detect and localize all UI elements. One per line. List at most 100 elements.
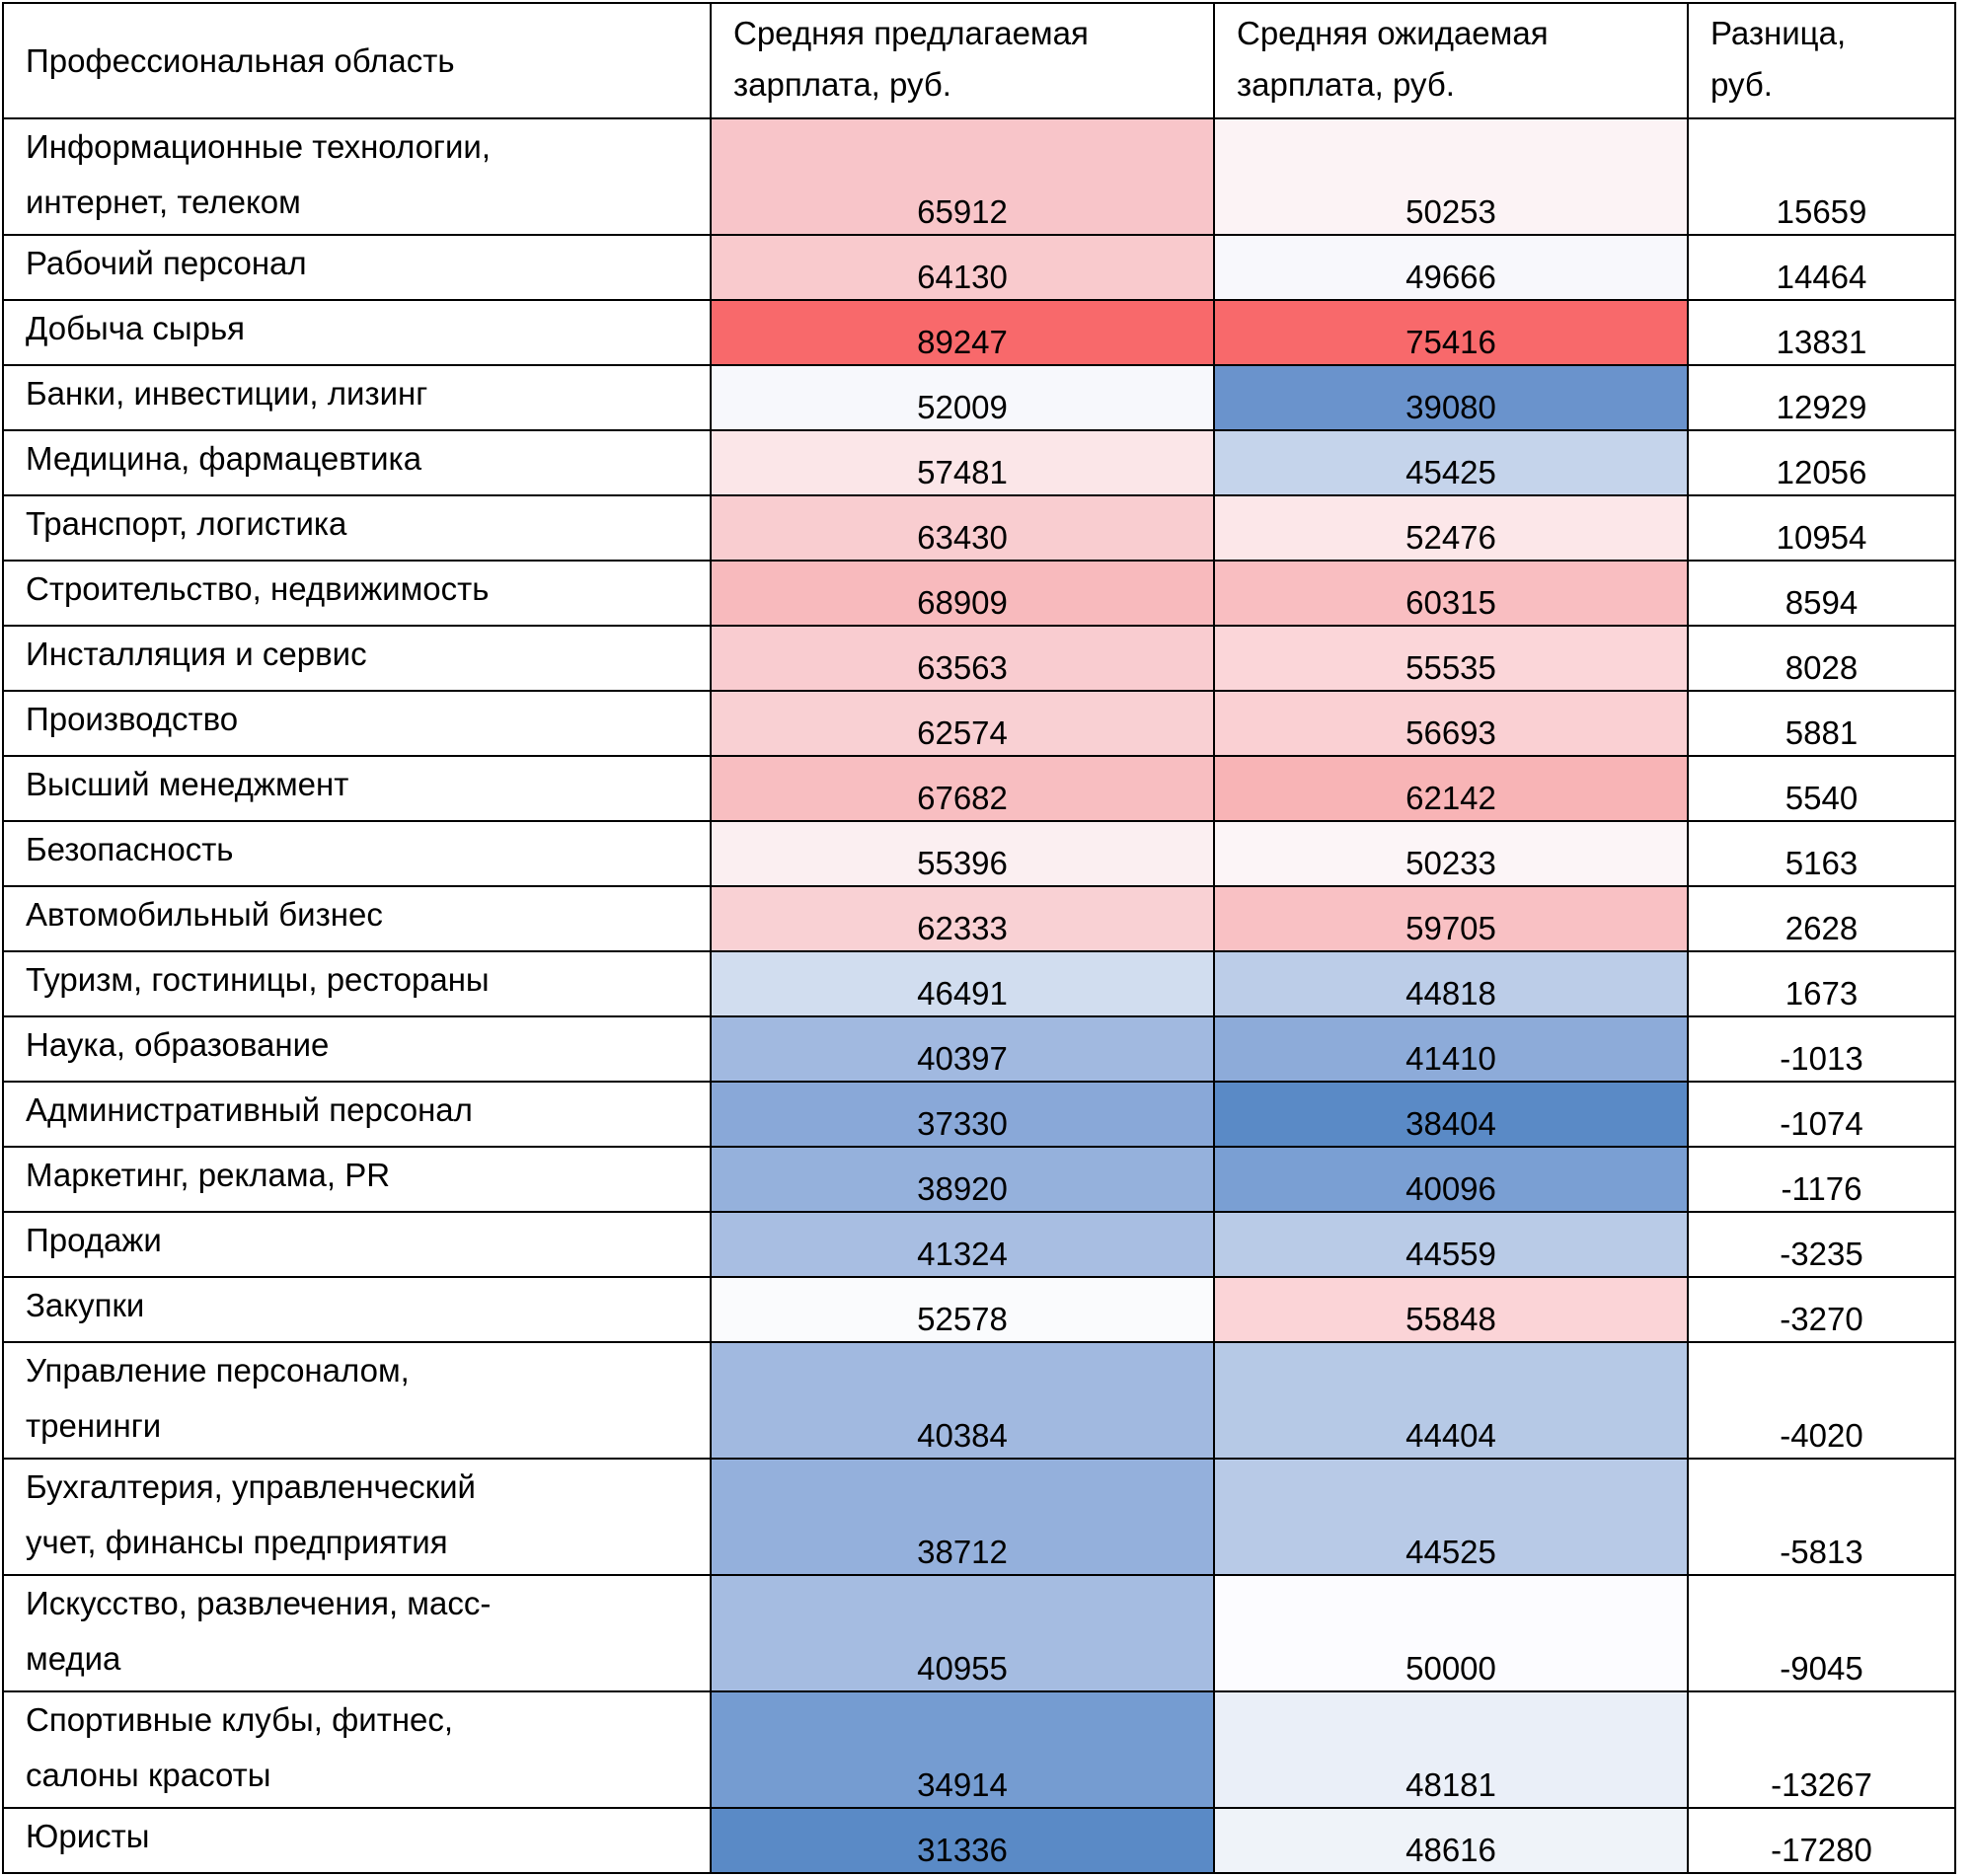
value-cell: -1074 xyxy=(1687,1081,1956,1148)
value-text: 52578 xyxy=(917,1301,1008,1337)
value-cell: 5540 xyxy=(1687,755,1956,822)
value-cell: 52578 xyxy=(710,1276,1215,1343)
table-row: Добыча сырья 89247 75416 13831 xyxy=(2,299,1956,366)
area-cell: Инсталляция и сервис xyxy=(2,625,712,692)
value-cell: 55396 xyxy=(710,820,1215,887)
value-text: 50233 xyxy=(1405,845,1496,881)
area-cell: Рабочий персонал xyxy=(2,234,712,301)
value-cell: 62142 xyxy=(1213,755,1689,822)
value-cell: 63563 xyxy=(710,625,1215,692)
table-row: Административный персонал 37330 38404 -1074 xyxy=(2,1081,1956,1148)
area-name: Маркетинг, реклама, PR xyxy=(26,1157,391,1193)
value-cell: 45425 xyxy=(1213,429,1689,496)
value-cell: 68909 xyxy=(710,560,1215,627)
value-text: 5540 xyxy=(1784,780,1859,816)
value-text: 75416 xyxy=(1405,324,1496,360)
table-row: Искусство, развлечения, масс-медиа 40955 5… xyxy=(2,1574,1956,1692)
area-name: интернет, телеком xyxy=(26,184,301,220)
value-text: 48616 xyxy=(1405,1832,1496,1868)
table-row: Туризм, гостиницы, рестораны 46491 44818 16… xyxy=(2,950,1956,1017)
value-text: 15659 xyxy=(1776,193,1867,230)
value-text: 10954 xyxy=(1776,519,1867,556)
value-text: 52009 xyxy=(917,389,1008,425)
area-name: Автомобильный бизнес xyxy=(26,896,383,933)
header-text: Разница, xyxy=(1710,15,1847,51)
value-text: 31336 xyxy=(917,1832,1008,1868)
value-cell: 89247 xyxy=(710,299,1215,366)
area-cell: Искусство, развлечения, масс-медиа xyxy=(2,1574,712,1692)
value-text: 55535 xyxy=(1405,649,1496,686)
area-cell: Туризм, гостиницы, рестораны xyxy=(2,950,712,1017)
value-cell: 40397 xyxy=(710,1015,1215,1083)
value-cell: 49666 xyxy=(1213,234,1689,301)
value-cell: 44818 xyxy=(1213,950,1689,1017)
area-name: Безопасность xyxy=(26,831,234,867)
value-text: 5163 xyxy=(1784,845,1859,881)
value-text: 57481 xyxy=(917,454,1008,490)
value-cell: 65912 xyxy=(710,117,1215,236)
area-cell: Добыча сырья xyxy=(2,299,712,366)
table-row: Наука, образование 40397 41410 -1013 xyxy=(2,1015,1956,1083)
value-text: 89247 xyxy=(917,324,1008,360)
table-row: Управление персоналом, тренинги 40384 44404… xyxy=(2,1341,1956,1460)
value-cell: 39080 xyxy=(1213,364,1689,431)
value-cell: 31336 xyxy=(710,1807,1215,1874)
header-text: Профессиональная область xyxy=(26,41,455,79)
value-cell: 59705 xyxy=(1213,885,1689,952)
value-text: 38920 xyxy=(917,1170,1008,1207)
value-cell: 55848 xyxy=(1213,1276,1689,1343)
value-text: 64130 xyxy=(917,259,1008,295)
value-text: 59705 xyxy=(1405,910,1496,946)
value-text: 46491 xyxy=(917,975,1008,1012)
value-cell: 44404 xyxy=(1213,1341,1689,1460)
value-text: -3270 xyxy=(1780,1301,1863,1337)
header-text: зарплата, руб. xyxy=(1237,66,1455,103)
area-name: Административный персонал xyxy=(26,1091,473,1128)
value-text: 2628 xyxy=(1784,910,1859,946)
value-text: 1673 xyxy=(1784,975,1859,1012)
value-text: 68909 xyxy=(917,584,1008,621)
table-row: Строительство, недвижимость 68909 60315 859… xyxy=(2,560,1956,627)
value-cell: 48616 xyxy=(1213,1807,1689,1874)
table-row: Закупки 52578 55848 -3270 xyxy=(2,1276,1956,1343)
value-cell: 48181 xyxy=(1213,1690,1689,1809)
value-text: -1176 xyxy=(1781,1170,1862,1207)
value-cell: 40955 xyxy=(710,1574,1215,1692)
value-cell: 12056 xyxy=(1687,429,1956,496)
area-cell: Бухгалтерия, управленческий учет, финансы… xyxy=(2,1458,712,1576)
value-text: 52476 xyxy=(1405,519,1496,556)
value-cell: 50000 xyxy=(1213,1574,1689,1692)
value-cell: 5163 xyxy=(1687,820,1956,887)
area-name: Медицина, фармацевтика xyxy=(26,440,422,477)
value-cell: 38404 xyxy=(1213,1081,1689,1148)
table-row: Автомобильный бизнес 62333 59705 2628 xyxy=(2,885,1956,952)
value-text: 40096 xyxy=(1405,1170,1496,1207)
value-cell: -1013 xyxy=(1687,1015,1956,1083)
value-text: 38404 xyxy=(1405,1105,1496,1142)
value-text: 63563 xyxy=(917,649,1008,686)
area-cell: Административный персонал xyxy=(2,1081,712,1148)
table-row: Транспорт, логистика 63430 52476 10954 xyxy=(2,494,1956,562)
value-cell: 67682 xyxy=(710,755,1215,822)
value-text: -1013 xyxy=(1780,1040,1863,1077)
area-name: Управление персоналом, xyxy=(26,1352,410,1388)
table-row: Юристы 31336 48616 -17280 xyxy=(2,1807,1956,1874)
value-cell: 8594 xyxy=(1687,560,1956,627)
area-cell: Высший менеджмент xyxy=(2,755,712,822)
value-cell: -3235 xyxy=(1687,1211,1956,1278)
value-text: 49666 xyxy=(1405,259,1496,295)
area-cell: Банки, инвестиции, лизинг xyxy=(2,364,712,431)
value-cell: -1176 xyxy=(1687,1146,1956,1213)
table-row: Информационные технологии, интернет, теле… xyxy=(2,117,1956,236)
value-cell: 44559 xyxy=(1213,1211,1689,1278)
value-cell: 63430 xyxy=(710,494,1215,562)
area-name: Юристы xyxy=(26,1818,150,1854)
value-text: 40397 xyxy=(917,1040,1008,1077)
value-cell: 50233 xyxy=(1213,820,1689,887)
value-cell: 55535 xyxy=(1213,625,1689,692)
value-cell: -17280 xyxy=(1687,1807,1956,1874)
value-cell: -5813 xyxy=(1687,1458,1956,1576)
value-cell: 57481 xyxy=(710,429,1215,496)
value-text: -1074 xyxy=(1780,1105,1863,1142)
area-name: учет, финансы предприятия xyxy=(26,1524,448,1560)
